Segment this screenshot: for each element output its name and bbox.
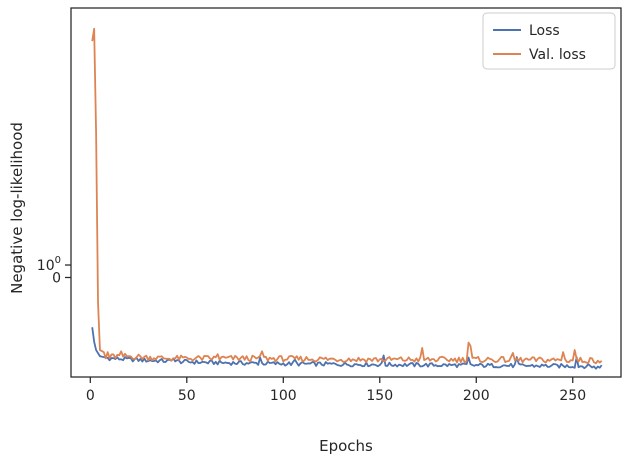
series-line-val-loss (91, 27, 603, 365)
x-tick-label: 50 (178, 388, 196, 404)
legend: Loss Val. loss (482, 12, 616, 70)
x-tick-label: 150 (366, 388, 393, 404)
x-tick-label: 250 (559, 388, 586, 404)
series-line-loss (91, 327, 603, 370)
x-tick-label: 100 (270, 388, 297, 404)
legend-label-val-loss: Val. loss (529, 47, 586, 63)
plot-frame (70, 7, 622, 378)
x-tick-label: 0 (86, 388, 95, 404)
y-tick-label: 0 (52, 270, 61, 286)
x-axis-title: Epochs (319, 437, 373, 455)
x-tick-label: 200 (463, 388, 490, 404)
legend-label-loss: Loss (529, 23, 560, 39)
x-axis: 0 50 100 150 200 250 (86, 377, 586, 404)
y-axis-title: Negative log-likelihood (8, 122, 26, 294)
series-layer (91, 27, 603, 370)
